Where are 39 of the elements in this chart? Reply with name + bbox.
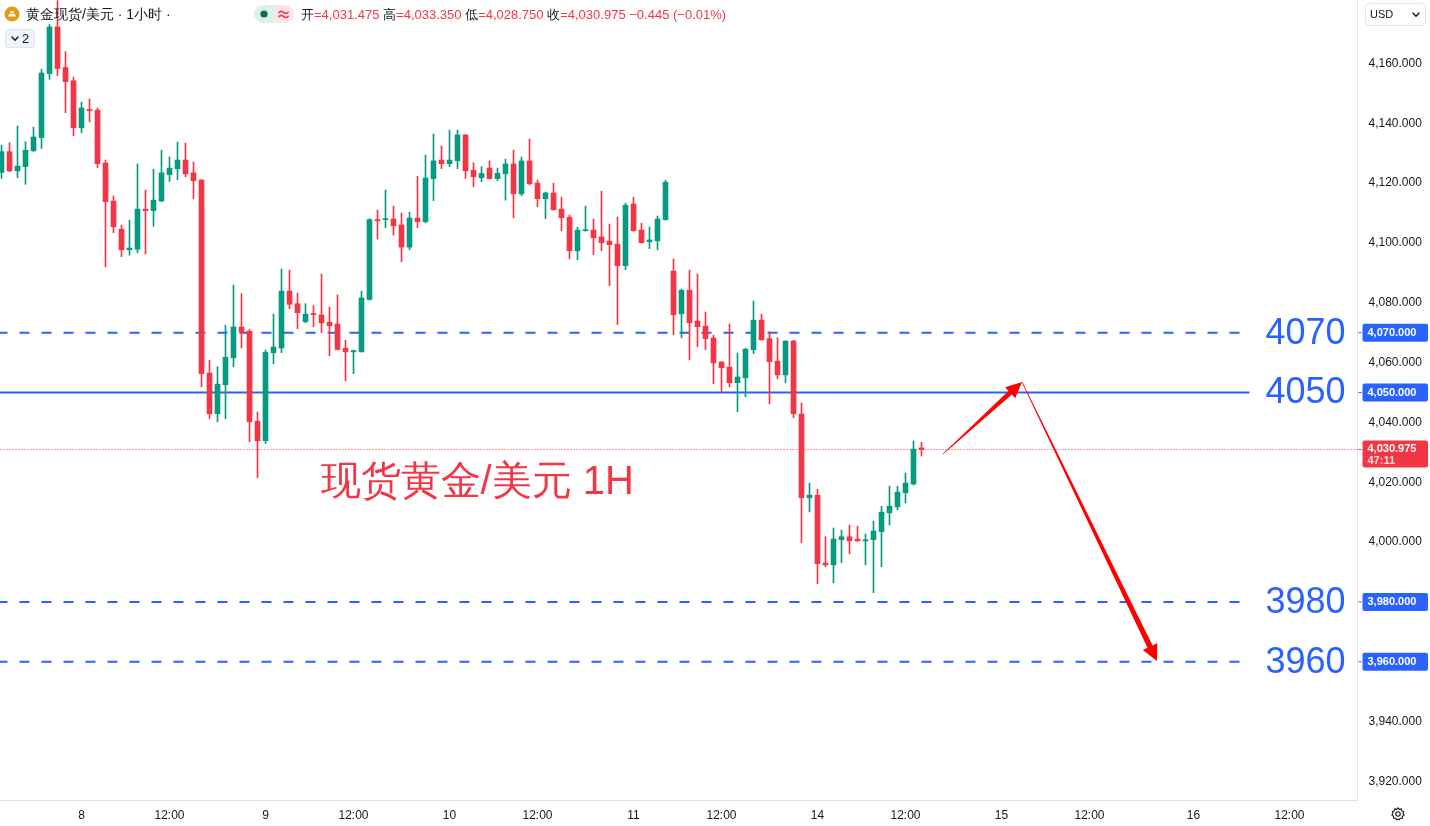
y-tick-label: 4,160.000: [1368, 55, 1423, 70]
ref-line-label: 3980: [1265, 579, 1346, 621]
y-tick-label: 4,000.000: [1368, 534, 1423, 549]
y-tick-label: 3,940.000: [1368, 713, 1423, 728]
y-tick-label: 3,920.000: [1368, 773, 1423, 788]
text: 4,070.000: [1367, 325, 1417, 338]
annotation: 现货黄金/美元 1H: [320, 458, 634, 503]
x-tick-label: 12:00: [154, 807, 185, 822]
text: 47:11: [1367, 454, 1396, 467]
x-tick-label: 8: [78, 807, 86, 822]
x-tick-label: 11: [627, 807, 641, 822]
text: 开=4,031.475 高=4,033.350 低=4,028.750 收=4,030.975 −0.445 (−0.01%): [301, 6, 727, 23]
x-tick-label: 12:00: [1274, 807, 1305, 822]
x-tick-label: 15: [994, 807, 1009, 822]
x-tick-label: 12:00: [1074, 807, 1105, 822]
y-tick-label: 4,080.000: [1368, 295, 1423, 310]
text: 4,030.975: [1367, 442, 1417, 455]
x-tick-label: 12:00: [338, 807, 369, 822]
y-tick-label: 4,060.000: [1368, 354, 1423, 369]
text: 3,980.000: [1367, 594, 1417, 607]
x-tick-label: 12:00: [522, 807, 553, 822]
x-tick-label: 14: [810, 807, 825, 822]
y-tick-label: 4,140.000: [1368, 115, 1423, 130]
text: 3,960.000: [1367, 654, 1417, 667]
x-tick-label: 16: [1186, 807, 1201, 822]
ref-line-label: 3960: [1265, 639, 1346, 681]
text: 4,050.000: [1367, 385, 1417, 398]
collapse-button: 2: [5, 29, 35, 48]
x-tick-label: 12:00: [890, 807, 921, 822]
ref-line-label: 4050: [1265, 370, 1346, 412]
ref-line-label: 4070: [1265, 310, 1346, 352]
y-tick-label: 4,040.000: [1368, 414, 1423, 429]
currency-dropdown: USD: [1365, 3, 1426, 26]
y-tick-label: 4,100.000: [1368, 235, 1423, 250]
y-tick-label: 4,020.000: [1368, 474, 1423, 489]
x-tick-label: 12:00: [706, 807, 737, 822]
y-tick-label: 4,120.000: [1368, 175, 1423, 190]
x-tick-label: 10: [442, 807, 457, 822]
x-tick-label: 9: [262, 807, 270, 822]
